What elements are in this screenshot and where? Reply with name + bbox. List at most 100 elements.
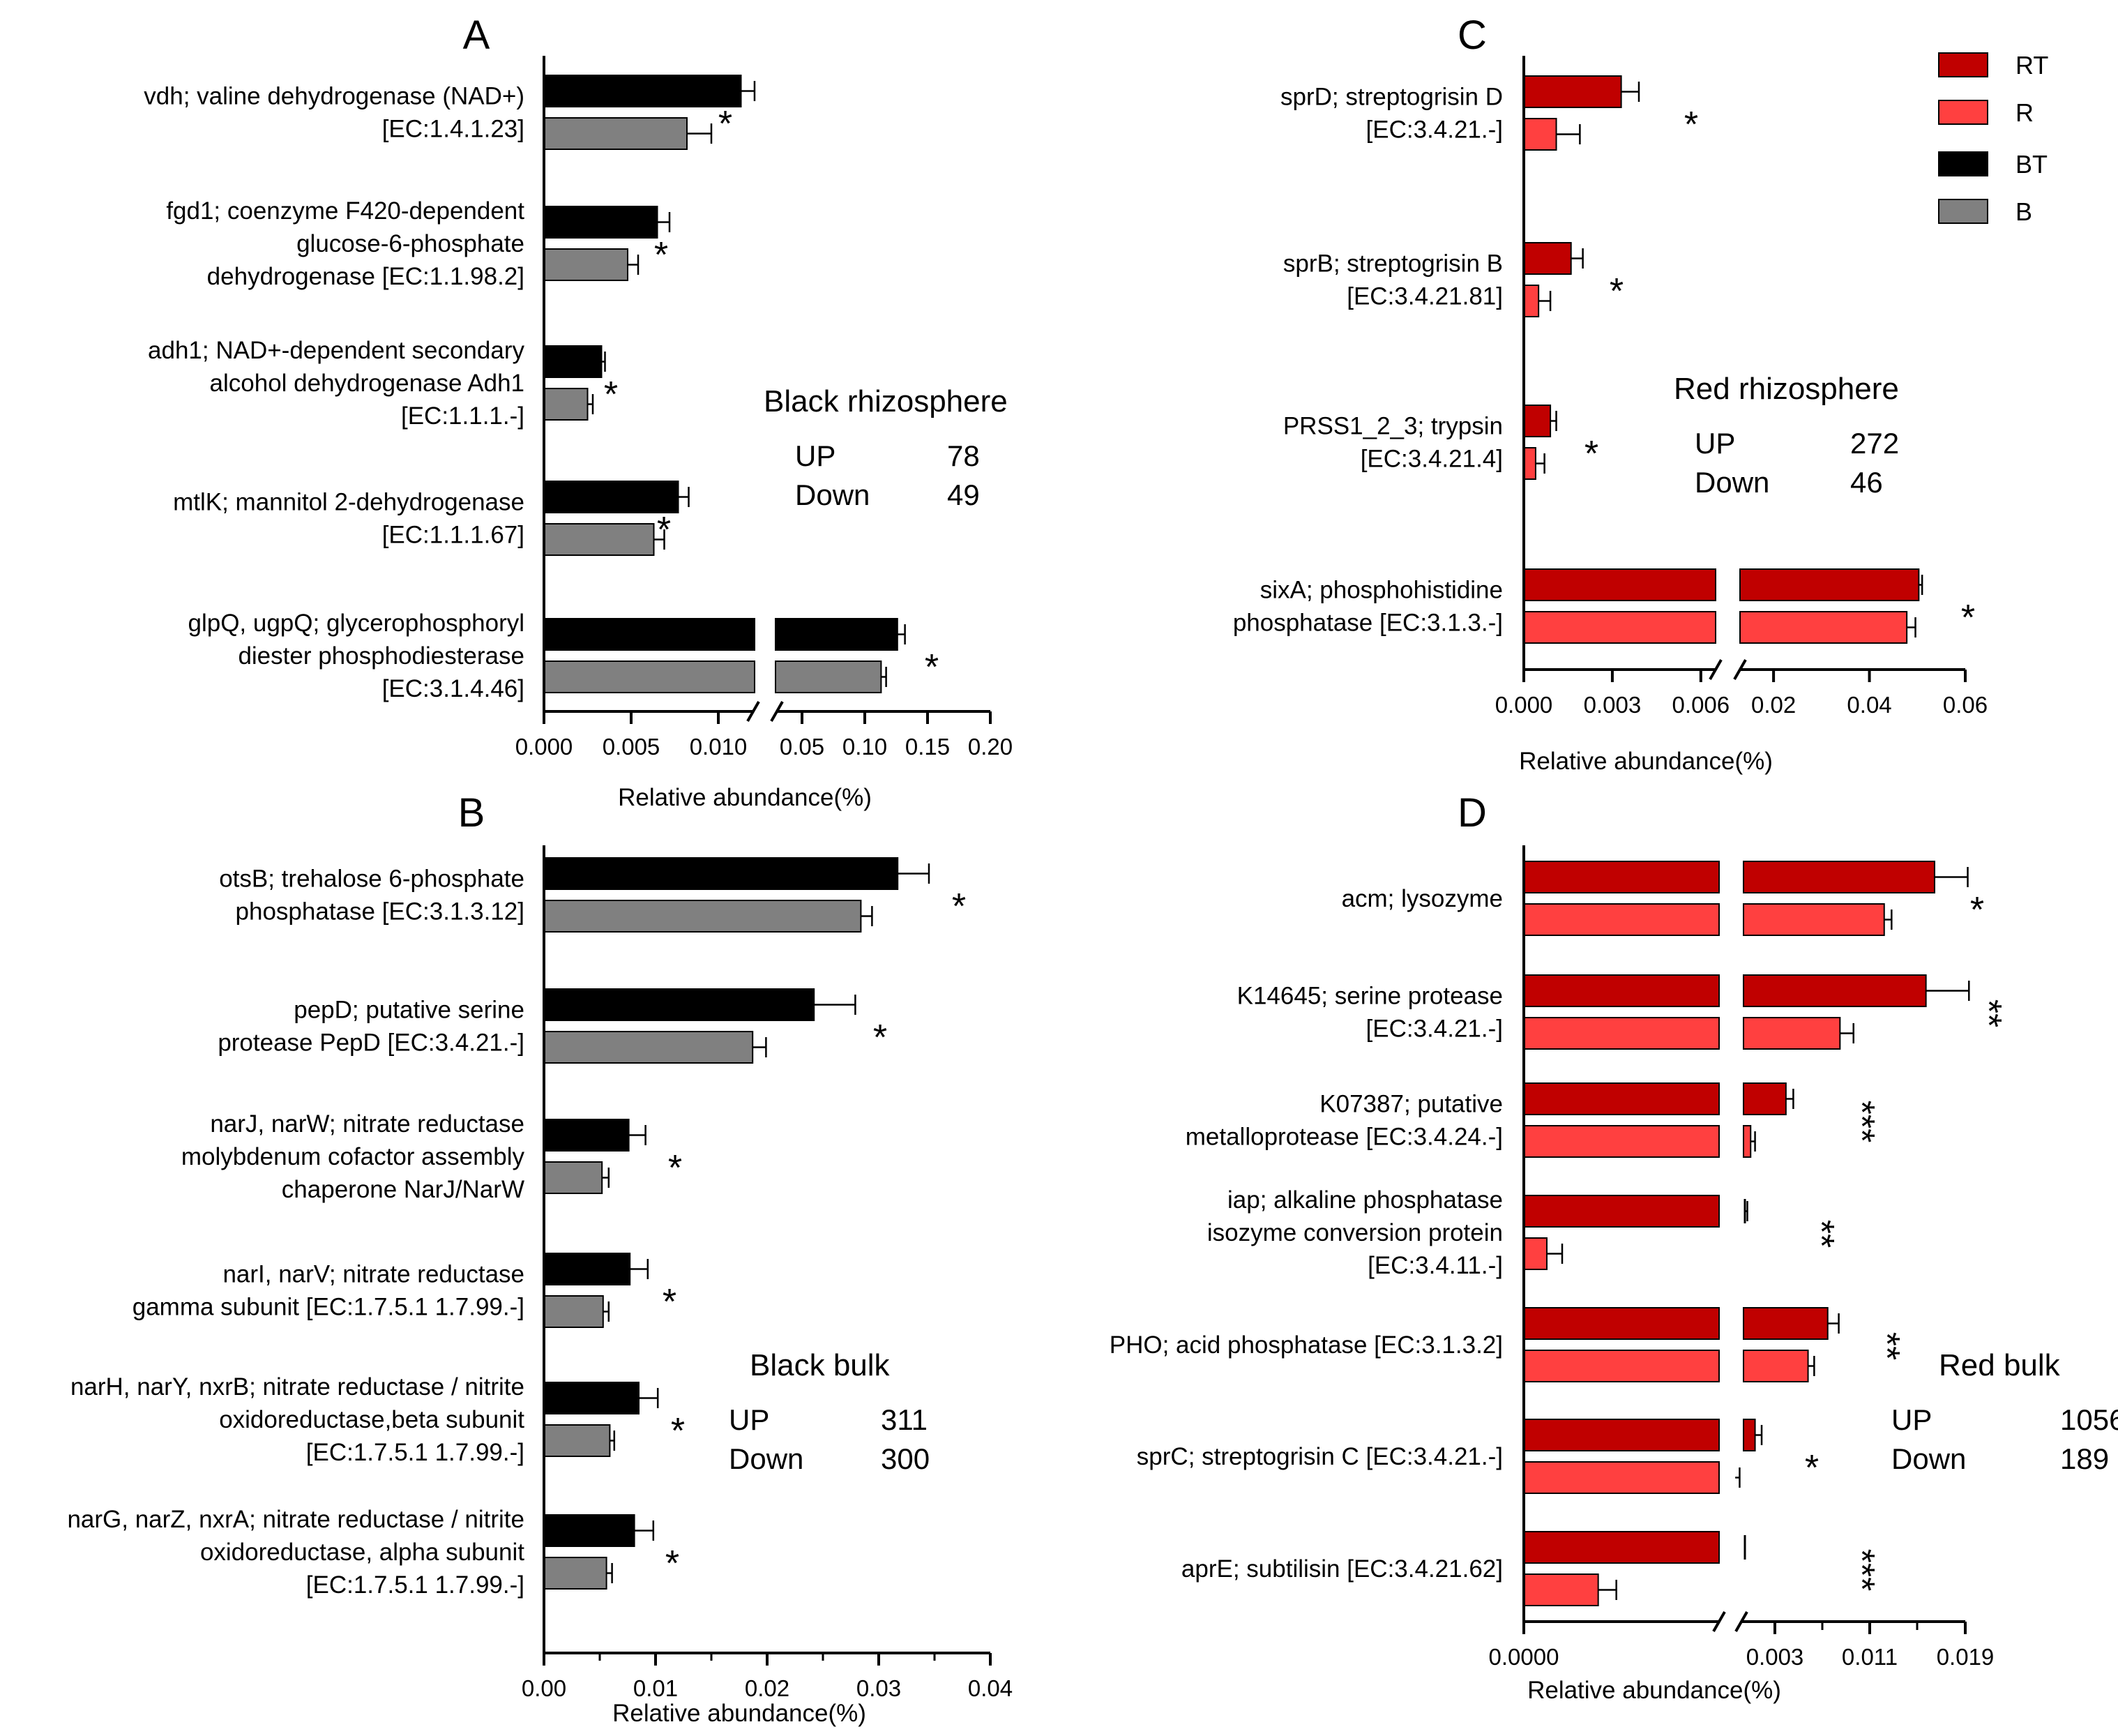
bar-RT — [1523, 1531, 1720, 1564]
category-label: acm; lysozyme — [1342, 885, 1503, 912]
significance-mark: * — [718, 104, 732, 144]
significance-mark: *** — [1841, 1101, 1882, 1143]
significance-mark: * — [952, 886, 966, 927]
bar-BT — [543, 75, 742, 107]
category-label: dehydrogenase [EC:1.1.98.2] — [207, 263, 524, 290]
axis-break-mark — [1709, 659, 1723, 680]
bar-R — [1743, 1017, 1841, 1050]
bar-BT — [543, 206, 658, 239]
x-tick-label: 0.010 — [690, 734, 748, 760]
category-label: [EC:3.4.21.-] — [1366, 116, 1503, 144]
summary-up-label: UP — [1891, 1403, 1932, 1436]
axis-break-mark — [1733, 659, 1747, 680]
category-label: mtlK; mannitol 2-dehydrogenase — [173, 489, 524, 516]
category-label: aprE; subtilisin [EC:3.4.21.62] — [1181, 1555, 1503, 1583]
panel-letter: C — [1458, 13, 1487, 58]
category-label: PHO; acid phosphatase [EC:3.1.3.2] — [1110, 1331, 1503, 1359]
category-label: chaperone NarJ/NarW — [282, 1176, 524, 1203]
bar-B — [543, 661, 755, 693]
bar-RT — [1523, 974, 1720, 1007]
category-label: [EC:3.4.11.-] — [1368, 1252, 1503, 1279]
x-tick-label: 0.20 — [968, 734, 1013, 760]
bar-R — [1523, 285, 1540, 317]
x-tick-label: 0.003 — [1584, 692, 1642, 718]
bar-R — [1523, 903, 1720, 936]
significance-mark: * — [1684, 105, 1698, 145]
category-label: iap; alkaline phosphatase — [1227, 1186, 1503, 1214]
significance-mark: * — [1970, 890, 1984, 930]
bar-BT — [543, 1514, 635, 1547]
x-tick-label: 0.02 — [1751, 692, 1796, 718]
bar-R — [1523, 611, 1716, 644]
category-label: [EC:1.1.1.-] — [401, 402, 524, 430]
bar-B — [543, 900, 862, 933]
category-label: PRSS1_2_3; trypsin — [1283, 413, 1503, 440]
legend: RT R BT B — [1938, 51, 2048, 226]
bar-BT — [543, 345, 603, 378]
category-label: [EC:1.7.5.1 1.7.99.-] — [306, 1571, 524, 1599]
panel-letter: B — [458, 790, 485, 836]
bar-RT — [1523, 75, 1622, 108]
significance-mark: * — [1584, 434, 1598, 474]
bar-R — [1523, 1237, 1548, 1270]
axis-break-mark — [746, 701, 760, 722]
summary-up-label: UP — [1695, 427, 1735, 460]
category-label: glpQ, ugpQ; glycerophosphoryl — [188, 610, 525, 637]
summary-down-label: Down — [795, 478, 870, 511]
axis-break-mark — [1734, 1611, 1748, 1632]
axis-break-mark — [770, 701, 784, 722]
bar-R — [1523, 1573, 1599, 1606]
category-label: sprD; streptogrisin D — [1280, 84, 1503, 111]
bar-BT — [543, 857, 899, 890]
bar-R — [1523, 1125, 1720, 1158]
significance-mark: * — [654, 235, 668, 276]
bar-BT — [543, 481, 679, 513]
bar-RT — [1523, 1307, 1720, 1340]
category-label: molybdenum cofactor assembly — [181, 1143, 525, 1170]
x-tick-label: 0.03 — [856, 1675, 901, 1701]
category-label: phosphatase [EC:3.1.3.12] — [236, 898, 524, 926]
bar-B — [543, 1295, 604, 1328]
x-tick-label: 0.15 — [905, 734, 950, 760]
x-tick-label: 0.06 — [1943, 692, 1988, 718]
category-label: protease PepD [EC:3.4.21.-] — [218, 1029, 524, 1057]
x-tick-label: 0.006 — [1672, 692, 1730, 718]
bar-BT — [543, 988, 815, 1021]
bar-RT — [1739, 568, 1920, 601]
bar-R — [1743, 1350, 1809, 1382]
bar-R — [1523, 1461, 1720, 1494]
category-label: [EC:3.1.4.46] — [382, 675, 524, 702]
bar-B — [543, 248, 628, 281]
significance-mark: * — [604, 375, 618, 415]
summary-down-label: Down — [1695, 466, 1769, 499]
x-axis-label: Relative abundance(%) — [1527, 1677, 1781, 1704]
significance-mark: * — [657, 510, 671, 550]
bar-B — [543, 117, 688, 150]
x-tick-label: 0.005 — [603, 734, 660, 760]
x-axis-label: Relative abundance(%) — [618, 784, 872, 811]
summary-up-value: 311 — [881, 1403, 928, 1436]
summary-title: Red rhizosphere — [1674, 372, 1899, 406]
x-tick-label: 0.000 — [1495, 692, 1553, 718]
summary-up-label: UP — [729, 1403, 769, 1436]
summary-up-value: 1056 — [2060, 1403, 2118, 1436]
bar-R — [1739, 611, 1908, 644]
bar-BT — [543, 1119, 630, 1152]
x-tick-label: 0.019 — [1937, 1644, 1995, 1670]
significance-mark: * — [873, 1018, 887, 1058]
bar-RT — [1743, 974, 1927, 1007]
category-label: narJ, narW; nitrate reductase — [210, 1110, 524, 1138]
x-axis-label: Relative abundance(%) — [1519, 748, 1773, 775]
x-tick-label: 0.10 — [842, 734, 887, 760]
category-label: otsB; trehalose 6-phosphate — [219, 866, 524, 893]
bar-BT — [543, 1382, 640, 1414]
bar-RT — [1523, 1082, 1720, 1115]
bar-RT — [1743, 861, 1935, 893]
category-label: oxidoreductase,beta subunit — [219, 1406, 524, 1433]
bar-RT — [1523, 1195, 1720, 1228]
